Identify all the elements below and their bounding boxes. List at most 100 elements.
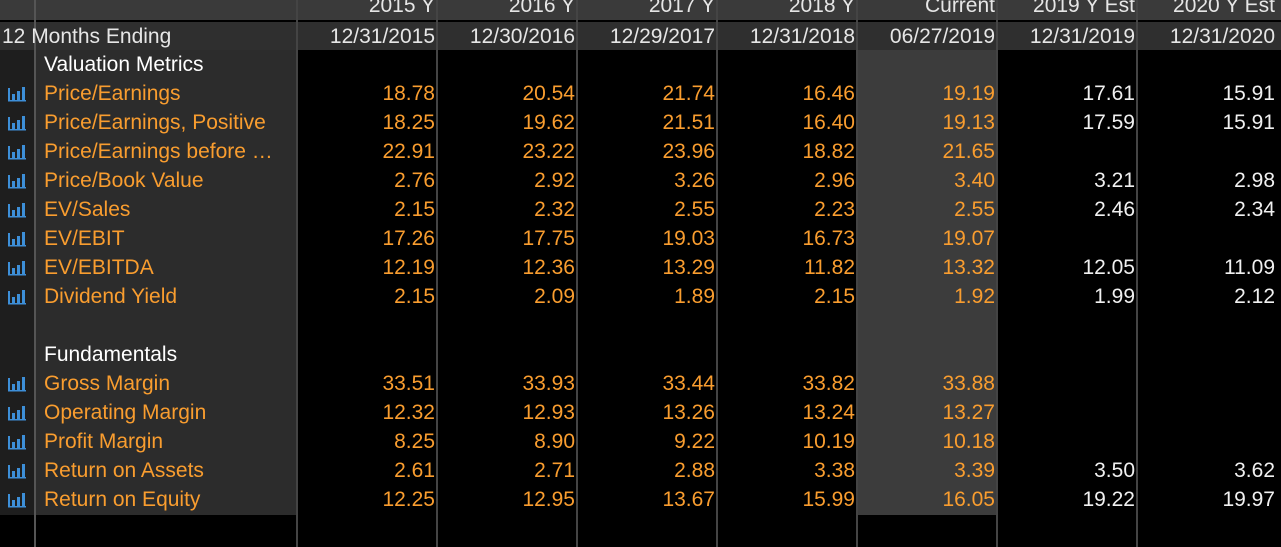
bar-icon: [8, 174, 26, 189]
period-header: 2018 Y: [788, 0, 855, 17]
metric-value: 13.32: [942, 256, 995, 279]
metric-value: 23.22: [522, 140, 575, 163]
metric-value: 21.65: [942, 140, 995, 163]
metric-value: 19.13: [942, 111, 995, 134]
metric-value: 33.93: [522, 372, 575, 395]
metric-value: 21.74: [662, 82, 715, 105]
metric-value: 17.59: [1082, 111, 1135, 134]
metric-label: Return on Assets: [44, 459, 204, 482]
chart-icon: [7, 202, 27, 218]
metric-label: Price/Earnings before …: [44, 140, 273, 163]
metric-value: 2.55: [674, 198, 715, 221]
bar-icon: [8, 203, 26, 218]
metric-value: 19.62: [522, 111, 575, 134]
chart-icon: [7, 173, 27, 189]
metric-value: 3.21: [1094, 169, 1135, 192]
metric-value: 16.40: [802, 111, 855, 134]
metric-value: 2.76: [394, 169, 435, 192]
bar-icon: [8, 145, 26, 160]
separator: [296, 0, 298, 547]
metric-value: 3.26: [674, 169, 715, 192]
metric-value: 20.54: [522, 82, 575, 105]
metric-value: 1.99: [1094, 285, 1135, 308]
date-header: 12/29/2017: [609, 25, 715, 48]
metric-value: 12.19: [382, 256, 435, 279]
metric-value: 33.51: [382, 372, 435, 395]
metric-value: 2.12: [1234, 285, 1275, 308]
bar-icon: [8, 87, 26, 102]
metric-label: Price/Earnings, Positive: [44, 111, 266, 134]
metric-value: 2.46: [1094, 198, 1135, 221]
metric-label: Profit Margin: [44, 430, 164, 453]
chart-icon: [7, 405, 27, 421]
metric-value: 2.88: [674, 459, 715, 482]
bar-icon: [8, 116, 26, 131]
bar-icon: [8, 261, 26, 276]
metric-value: 13.26: [662, 401, 715, 424]
metric-value: 8.90: [534, 430, 575, 453]
metric-value: 3.62: [1234, 459, 1275, 482]
metric-value: 17.75: [522, 227, 575, 250]
metric-value: 18.25: [382, 111, 435, 134]
separator: [34, 0, 36, 547]
metric-value: 19.07: [942, 227, 995, 250]
date-header: 12/31/2018: [749, 25, 855, 48]
section-title: Fundamentals: [44, 343, 178, 366]
metric-value: 17.61: [1082, 82, 1135, 105]
bar-icon: [8, 464, 26, 479]
metric-value: 2.32: [534, 198, 575, 221]
metric-value: 1.92: [954, 285, 995, 308]
metric-value: 21.51: [662, 111, 715, 134]
row-label-header: 12 Months Ending: [2, 25, 172, 48]
date-header: 12/30/2016: [469, 25, 575, 48]
current-column: [857, 50, 997, 515]
chart-icon: [7, 86, 27, 102]
metric-label: Price/Book Value: [44, 169, 204, 192]
metric-value: 18.82: [802, 140, 855, 163]
chart-icon: [7, 144, 27, 160]
period-header: 2016 Y: [508, 0, 575, 17]
metric-value: 2.15: [394, 285, 435, 308]
period-header: 2020 Y Est: [1173, 0, 1275, 17]
metric-value: 2.09: [534, 285, 575, 308]
metric-value: 10.19: [802, 430, 855, 453]
metric-value: 19.03: [662, 227, 715, 250]
metric-value: 12.32: [382, 401, 435, 424]
metric-value: 33.44: [662, 372, 715, 395]
header-row-top: [0, 0, 1281, 20]
metric-value: 3.40: [954, 169, 995, 192]
metric-value: 2.96: [814, 169, 855, 192]
metric-value: 12.95: [522, 488, 575, 511]
separator: [996, 0, 998, 547]
chart-icon: [7, 289, 27, 305]
metric-value: 13.27: [942, 401, 995, 424]
metric-value: 2.15: [814, 285, 855, 308]
metric-label: Dividend Yield: [44, 285, 178, 308]
metric-value: 17.26: [382, 227, 435, 250]
bar-icon: [8, 377, 26, 392]
label-column: [36, 50, 297, 515]
chart-icon: [7, 376, 27, 392]
chart-icon: [7, 463, 27, 479]
chart-icon: [7, 231, 27, 247]
chart-icon: [7, 492, 27, 508]
metric-value: 18.78: [382, 82, 435, 105]
metric-value: 16.73: [802, 227, 855, 250]
separator: [716, 0, 718, 547]
bar-icon: [8, 493, 26, 508]
bar-icon: [8, 406, 26, 421]
bar-icon: [8, 435, 26, 450]
period-header: 2015 Y: [368, 0, 435, 17]
metric-label: Gross Margin: [44, 372, 171, 395]
metric-value: 23.96: [662, 140, 715, 163]
metric-value: 15.91: [1222, 111, 1275, 134]
chart-icon: [7, 434, 27, 450]
metric-value: 16.46: [802, 82, 855, 105]
separator: [1136, 0, 1138, 547]
metric-value: 1.89: [674, 285, 715, 308]
metric-value: 13.24: [802, 401, 855, 424]
date-header: 12/31/2015: [329, 25, 435, 48]
separator: [856, 0, 858, 547]
metric-value: 3.50: [1094, 459, 1135, 482]
